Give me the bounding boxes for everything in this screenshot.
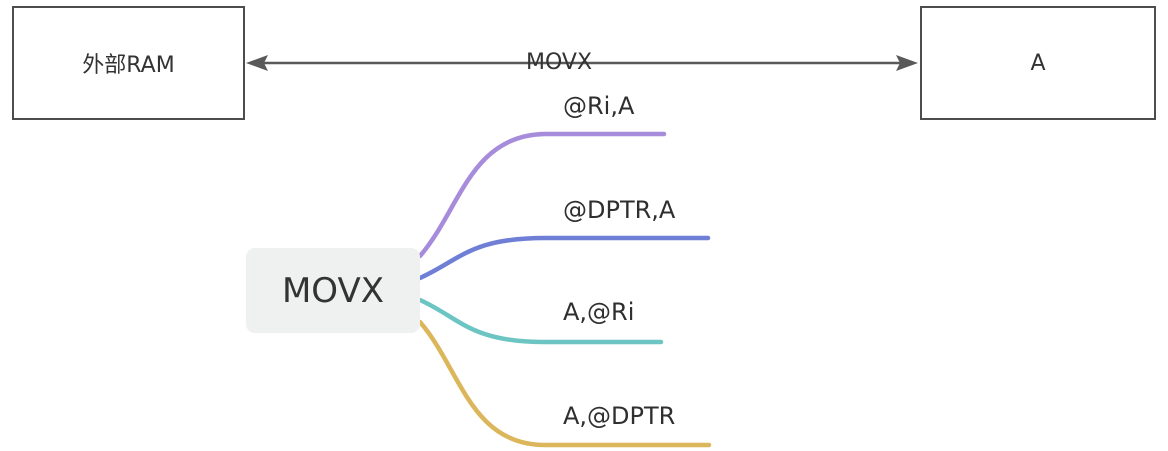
branch-line-1	[417, 131, 667, 259]
branch-line-4	[417, 319, 712, 448]
root-node: MOVX	[246, 248, 420, 333]
branch-label-1: @Ri,A	[563, 92, 635, 120]
external-ram-box: 外部RAM	[12, 6, 245, 120]
branch-label-3: A,@Ri	[563, 298, 635, 326]
external-ram-label: 外部RAM	[82, 53, 175, 78]
root-node-label: MOVX	[281, 270, 385, 311]
branch-line-3	[417, 297, 664, 345]
right-arrowhead	[896, 55, 918, 71]
branch-label-4: A,@DPTR	[563, 402, 676, 430]
connector-label: MOVX	[526, 50, 593, 75]
branch-line-2	[417, 235, 711, 281]
branch-label-2: @DPTR,A	[563, 196, 676, 224]
accumulator-box: A	[920, 6, 1156, 120]
left-arrowhead	[246, 55, 268, 71]
accumulator-label: A	[1030, 50, 1046, 76]
